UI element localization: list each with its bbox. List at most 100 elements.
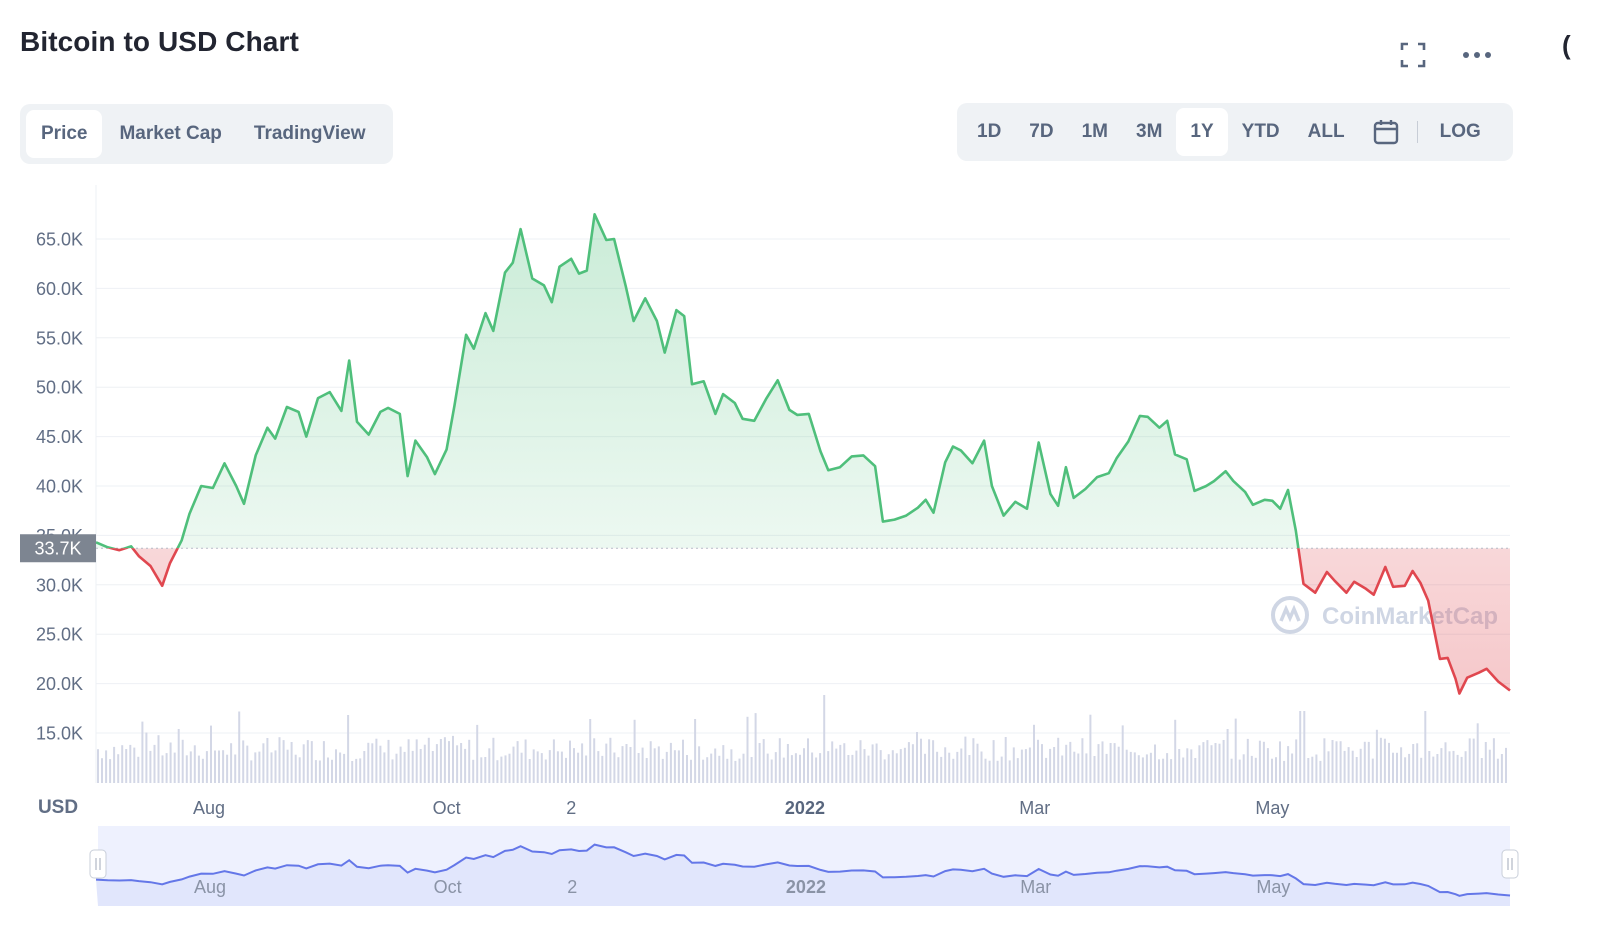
volume-bar	[117, 754, 120, 783]
volume-bar	[903, 747, 906, 783]
range-1m[interactable]: 1M	[1081, 121, 1108, 142]
volume-bar	[625, 744, 628, 783]
volume-bar	[218, 750, 220, 783]
volume-bar	[1065, 744, 1068, 783]
volume-bar	[468, 739, 471, 783]
volume-bar	[1295, 739, 1298, 783]
tab-tradingview[interactable]: TradingView	[253, 123, 366, 144]
range-1y[interactable]: 1Y	[1176, 108, 1228, 156]
volume-bar	[419, 749, 422, 783]
price-area-down	[96, 548, 1510, 694]
y-tick-label: 65.0K	[36, 230, 83, 250]
date-picker-button[interactable]	[1359, 108, 1409, 156]
volume-bar	[936, 751, 939, 783]
navigator-area	[96, 844, 1510, 906]
navigator-handle-left[interactable]	[89, 849, 107, 879]
volume-bar	[758, 743, 761, 783]
x-tick-label: Mar	[1019, 798, 1050, 818]
volume-bar	[750, 757, 753, 783]
volume-bar	[189, 751, 192, 783]
volume-bar	[282, 740, 285, 783]
range-all[interactable]: ALL	[1307, 121, 1345, 142]
navigator-handle-right[interactable]	[1501, 849, 1519, 879]
range-navigator: Aug Oct 2 2022 Mar May	[89, 826, 1519, 906]
volume-bar	[1355, 757, 1358, 783]
volume-bar	[403, 751, 406, 783]
volume-bar	[1456, 754, 1459, 783]
volume-bar	[270, 752, 273, 783]
volume-bar	[645, 758, 648, 783]
log-scale-toggle[interactable]: LOG	[1439, 121, 1481, 142]
volume-bar	[452, 735, 454, 783]
volume-bar	[1448, 751, 1451, 783]
range-3m[interactable]: 3M	[1136, 121, 1163, 142]
volume-bar	[1097, 744, 1100, 783]
tab-market-cap[interactable]: Market Cap	[119, 123, 222, 144]
volume-bar	[1388, 742, 1390, 783]
volume-bar	[835, 748, 838, 783]
volume-bar	[544, 759, 547, 783]
volume-bar	[686, 755, 688, 783]
volume-bar	[1238, 759, 1241, 783]
navigator-x-label: Mar	[1020, 877, 1051, 897]
volume-bar	[1016, 758, 1019, 783]
volume-bar	[1186, 748, 1189, 783]
volume-bars	[97, 695, 1507, 783]
volume-bar	[984, 758, 987, 783]
volume-bar	[1218, 743, 1221, 783]
volume-bar	[916, 732, 918, 783]
volume-bar	[722, 745, 725, 783]
chart-header-actions	[1396, 38, 1494, 72]
volume-bar	[573, 748, 575, 783]
volume-bar	[399, 746, 402, 783]
volume-bar	[807, 738, 809, 783]
volume-bar	[456, 745, 459, 783]
volume-bar	[1069, 741, 1072, 783]
volume-bar	[871, 744, 874, 783]
volume-bar	[1271, 758, 1273, 783]
volume-bar	[214, 750, 216, 783]
y-tick-label: 55.0K	[36, 328, 83, 348]
volume-bar	[964, 736, 967, 783]
more-options-button[interactable]	[1460, 38, 1494, 72]
volume-bar	[1331, 740, 1334, 783]
fullscreen-icon	[1400, 42, 1426, 68]
volume-bar	[1049, 748, 1052, 783]
volume-bar	[1287, 746, 1290, 783]
x-tick-label: 2022	[785, 798, 825, 818]
volume-bar	[1375, 729, 1378, 783]
range-7d[interactable]: 7D	[1029, 121, 1054, 142]
range-ytd[interactable]: YTD	[1241, 121, 1280, 142]
volume-bar	[205, 751, 208, 783]
navigator-x-label: 2022	[786, 877, 826, 897]
volume-bar	[682, 739, 684, 783]
volume-bar	[415, 739, 418, 783]
volume-bar	[661, 758, 664, 783]
volume-bar	[899, 749, 902, 783]
volume-bar	[141, 721, 144, 783]
volume-bar	[1198, 745, 1201, 783]
volume-bar	[210, 725, 212, 783]
volume-bar	[560, 751, 563, 783]
volume-bar	[355, 758, 358, 783]
volume-bar	[1432, 756, 1435, 783]
volume-bar	[129, 744, 132, 783]
range-1d[interactable]: 1D	[977, 121, 1002, 142]
volume-bar	[653, 748, 656, 783]
volume-bar	[266, 738, 269, 783]
y-tick-label: 20.0K	[36, 674, 83, 694]
volume-bar	[335, 749, 337, 783]
volume-bar	[1024, 749, 1027, 783]
tab-price[interactable]: Price	[26, 110, 103, 158]
fullscreen-button[interactable]	[1396, 38, 1430, 72]
volume-bar	[799, 754, 801, 783]
volume-bar	[556, 751, 559, 783]
volume-bar	[867, 755, 870, 783]
volume-bar	[690, 759, 692, 783]
volume-bar	[778, 738, 781, 783]
page-title: Bitcoin to USD Chart	[20, 26, 299, 57]
volume-bar	[504, 755, 507, 783]
volume-bar	[1303, 711, 1306, 783]
navigator-x-label: May	[1256, 877, 1290, 897]
volume-bar	[476, 724, 479, 783]
